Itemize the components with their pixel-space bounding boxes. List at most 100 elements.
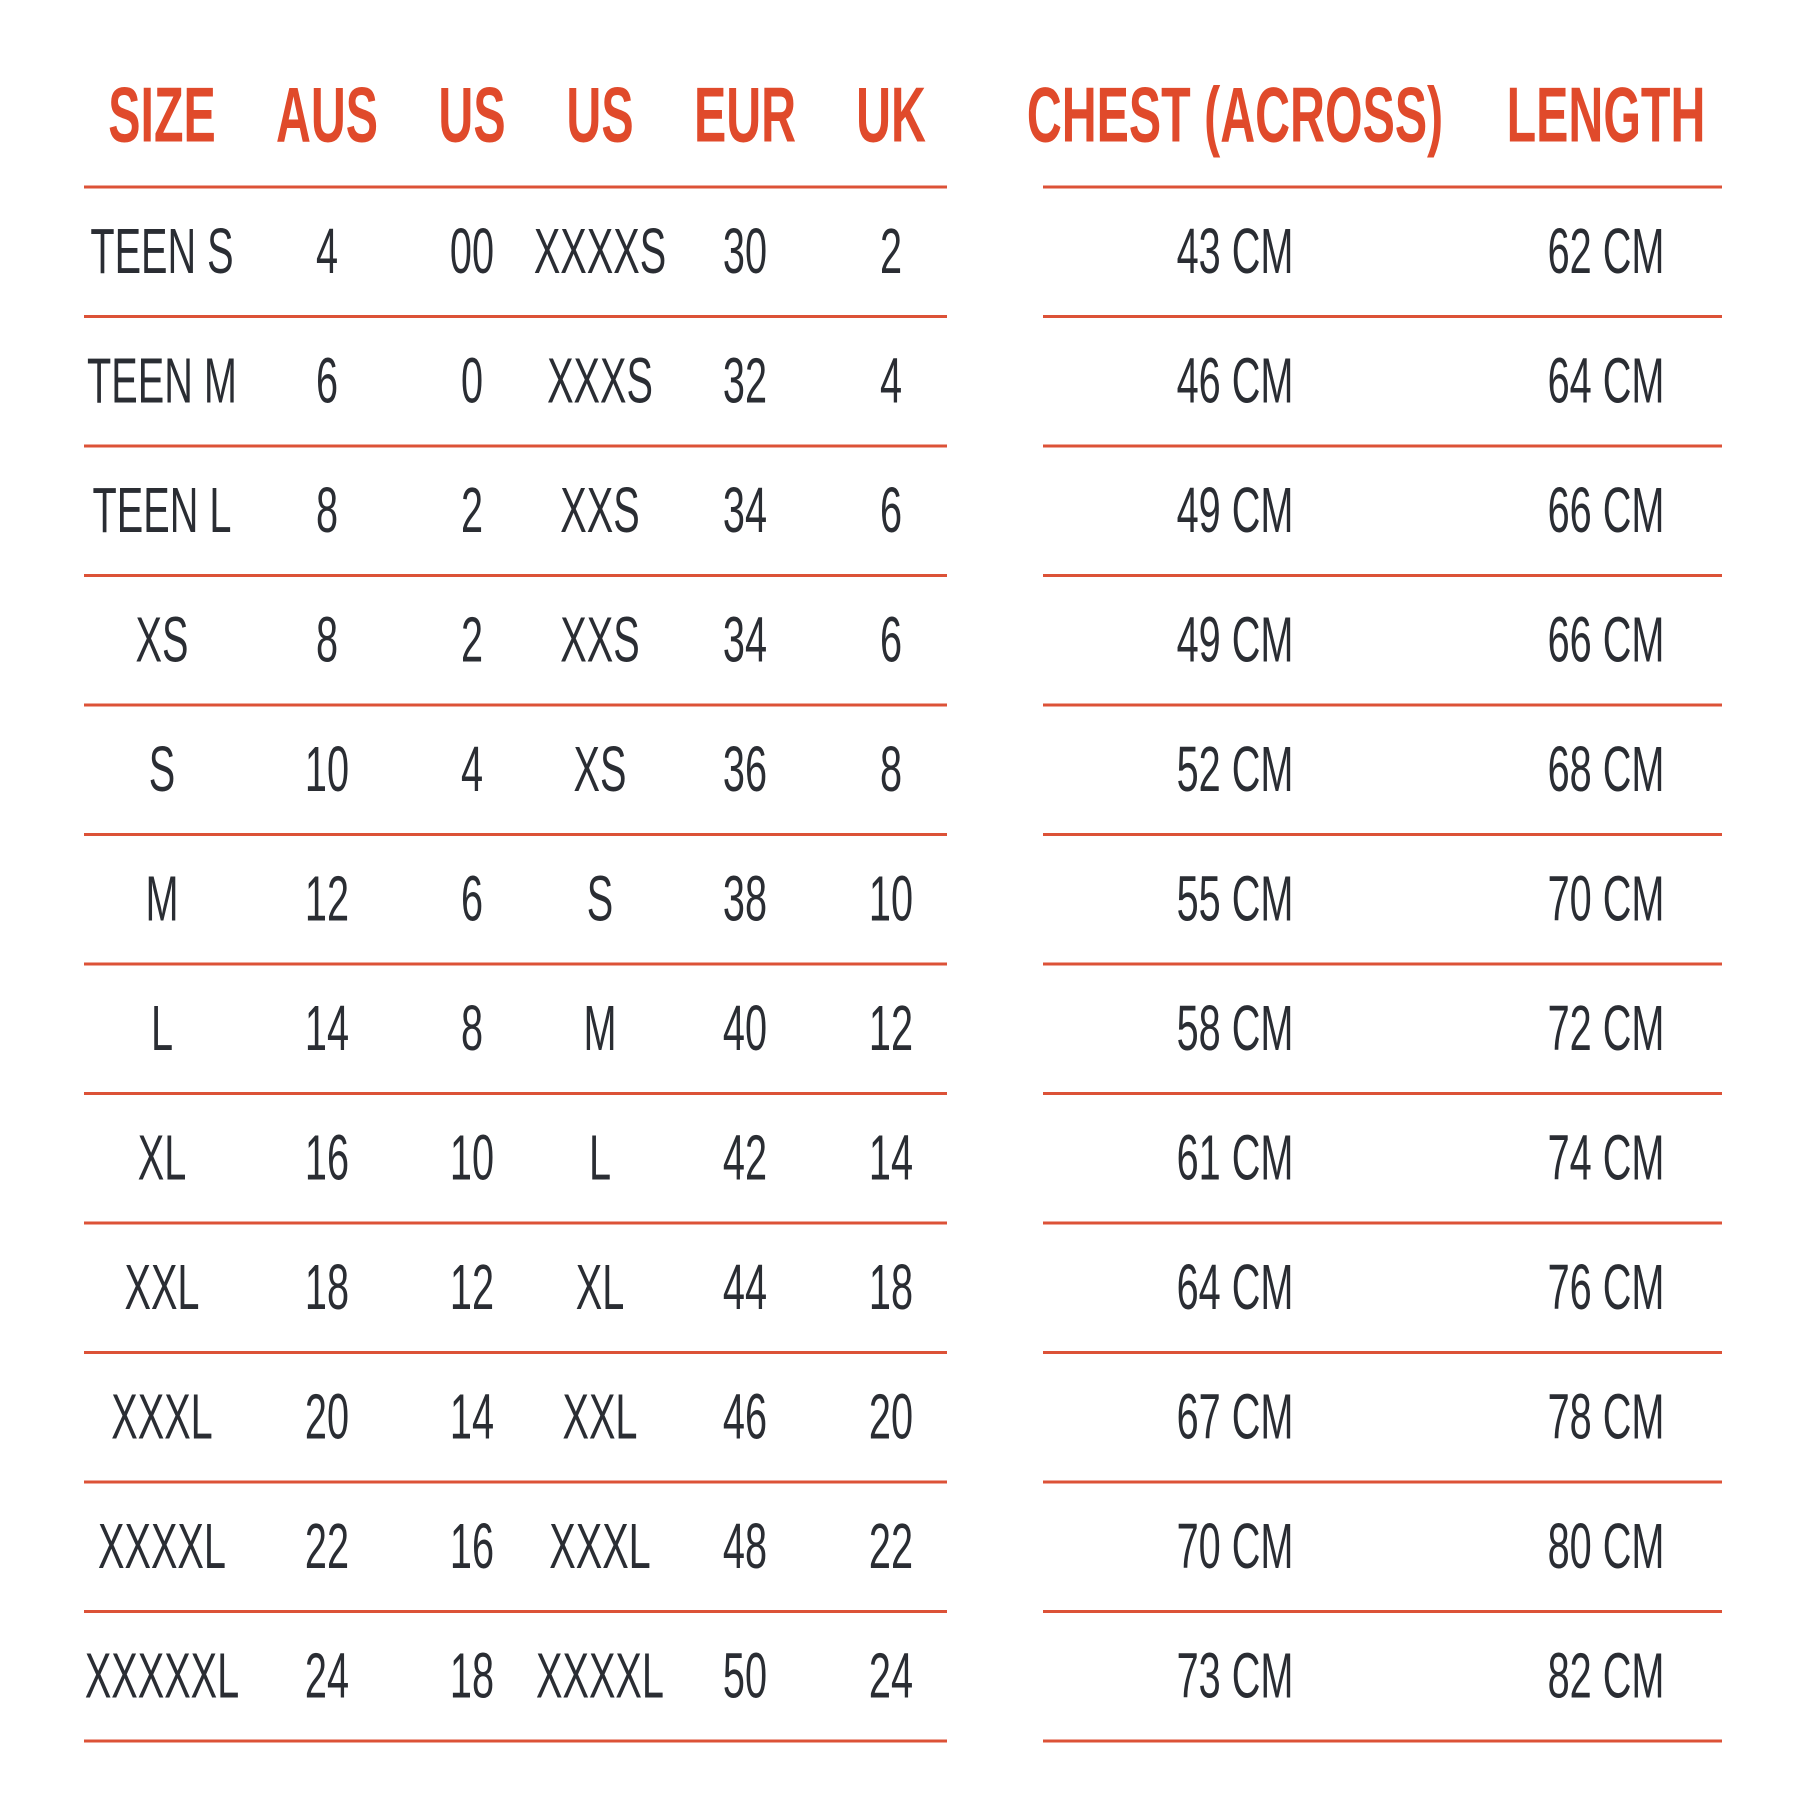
table-cell: 10 [450,1123,494,1194]
table-cell: 8 [880,734,902,805]
table-cell: 24 [305,1641,349,1712]
table-cell: 40 [723,993,767,1064]
table-cell: 46 [723,1382,767,1453]
column-header: AUS [276,71,378,159]
table-cell: 42 [723,1123,767,1194]
table-cell: 34 [723,605,767,676]
table-cell: 70 CM [1548,864,1665,935]
table-cell: 76 CM [1548,1252,1665,1323]
table-cell: XS [136,605,189,676]
table-cell: 32 [723,346,767,417]
table-cell: 50 [723,1641,767,1712]
column-header: EUR [694,71,796,159]
table-cell: 24 [869,1641,913,1712]
table-cell: XXXXXL [85,1641,239,1712]
table-cell: 12 [305,864,349,935]
table-cell: 78 CM [1548,1382,1665,1453]
table-cell: XXL [563,1382,638,1453]
table-cell: 49 CM [1177,475,1294,546]
table-cell: L [151,993,173,1064]
table-cell: 66 CM [1548,605,1665,676]
table-cell: XL [576,1252,625,1323]
table-cell: XXXXL [536,1641,664,1712]
table-cell: 22 [869,1511,913,1582]
table-cell: 14 [305,993,349,1064]
table-cell: 44 [723,1252,767,1323]
table-cell: 6 [880,475,902,546]
table-cell: S [587,864,613,935]
table-cell: 72 CM [1548,993,1665,1064]
table-cell: 46 CM [1177,346,1294,417]
table-cell: 61 CM [1177,1123,1294,1194]
table-cell: 62 CM [1548,216,1665,287]
table-cell: 52 CM [1177,734,1294,805]
table-cell: 64 CM [1177,1252,1294,1323]
table-cell: 2 [461,605,483,676]
table-cell: TEEN L [93,475,232,546]
table-cell: XXS [560,605,639,676]
table-cell: 0 [461,346,483,417]
table-cell: 4 [316,216,338,287]
table-cell: 67 CM [1177,1382,1294,1453]
table-cell: 6 [316,346,338,417]
column-header: US [566,71,633,159]
table-cell: 58 CM [1177,993,1294,1064]
table-cell: 4 [461,734,483,805]
table-cell: 00 [450,216,494,287]
table-cell: 73 CM [1177,1641,1294,1712]
table-cell: XS [574,734,627,805]
table-cell: 12 [450,1252,494,1323]
table-cell: 12 [869,993,913,1064]
table-cell: 16 [450,1511,494,1582]
table-cell: L [589,1123,611,1194]
table-cell: 6 [461,864,483,935]
table-cell: 36 [723,734,767,805]
table-cell: 2 [461,475,483,546]
table-cell: XL [138,1123,187,1194]
table-cell: 34 [723,475,767,546]
table-cell: 8 [316,475,338,546]
table-cell: 70 CM [1177,1511,1294,1582]
table-cell: 38 [723,864,767,935]
table-cell: 10 [305,734,349,805]
table-cell: 10 [869,864,913,935]
table-cell: 30 [723,216,767,287]
table-cell: 14 [450,1382,494,1453]
table-cell: 43 CM [1177,216,1294,287]
table-cell: 2 [880,216,902,287]
table-cell: 82 CM [1548,1641,1665,1712]
table-cell: 66 CM [1548,475,1665,546]
column-header: CHEST (ACROSS) [1027,71,1443,159]
table-cell: 18 [305,1252,349,1323]
table-cell: 16 [305,1123,349,1194]
column-header: SIZE [108,71,215,159]
table-cell: M [583,993,616,1064]
table-cell: TEEN S [90,216,233,287]
column-header: US [438,71,505,159]
column-header: UK [856,71,926,159]
table-cell: S [149,734,175,805]
table-cell: 49 CM [1177,605,1294,676]
table-cell: XXS [560,475,639,546]
table-cell: XXXXL [98,1511,226,1582]
table-cell: 8 [316,605,338,676]
table-cell: XXXL [549,1511,650,1582]
table-cell: 68 CM [1548,734,1665,805]
table-cell: 20 [869,1382,913,1453]
table-cell: 55 CM [1177,864,1294,935]
table-cell: XXXS [547,346,653,417]
table-cell: XXXXS [534,216,666,287]
table-cell: 14 [869,1123,913,1194]
table-cell: 18 [869,1252,913,1323]
table-cell: M [145,864,178,935]
table-cell: XXXL [111,1382,212,1453]
table-cell: 80 CM [1548,1511,1665,1582]
table-cell: 18 [450,1641,494,1712]
table-cell: XXL [125,1252,200,1323]
table-cell: 4 [880,346,902,417]
table-cell: TEEN M [87,346,237,417]
table-cell: 8 [461,993,483,1064]
table-cell: 64 CM [1548,346,1665,417]
